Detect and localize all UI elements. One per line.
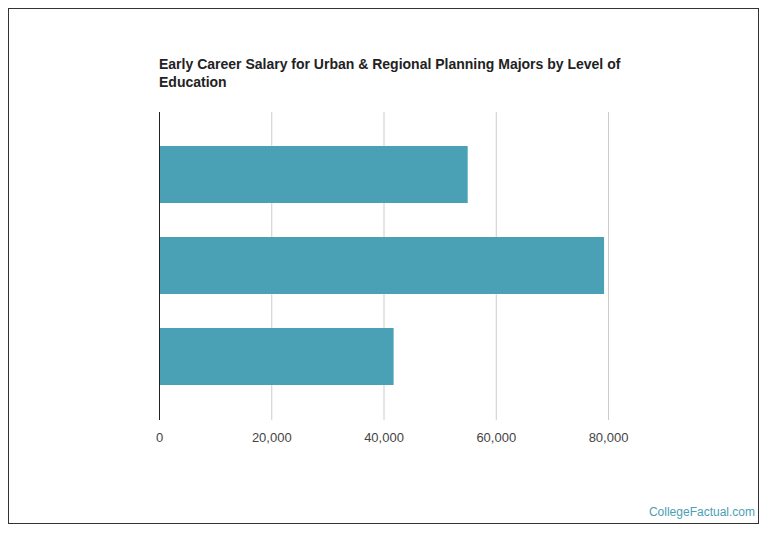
html-text:Early Career Salary for Urban: Early Career Salary for Urban & Regional… <box>159 56 621 90</box>
svg-text:60,000: 60,000 <box>476 430 516 445</box>
html-text:CollegeFactual.com: CollegeFactual.com <box>648 505 755 519</box>
svg-text:20,000: 20,000 <box>252 430 292 445</box>
svg-text:40,000: 40,000 <box>364 430 404 445</box>
svg-text:0: 0 <box>156 430 163 445</box>
svg-text:80,000: 80,000 <box>589 430 629 445</box>
